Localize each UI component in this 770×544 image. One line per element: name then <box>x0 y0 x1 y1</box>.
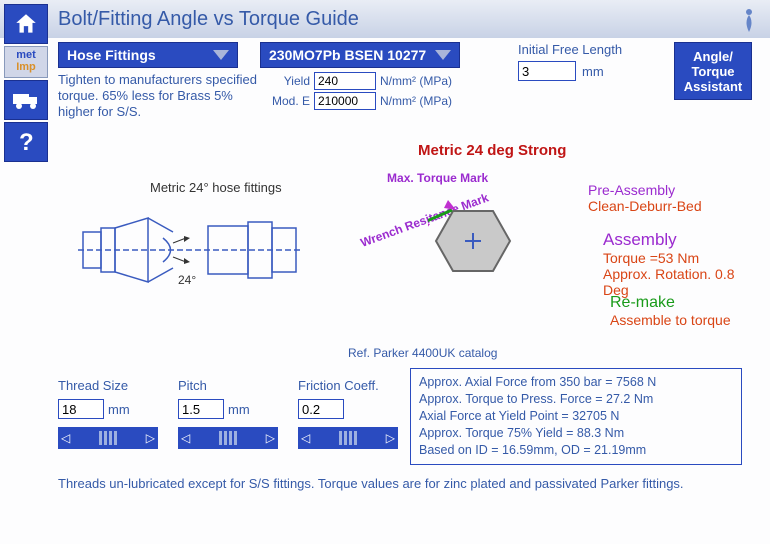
fitting-label: Metric 24° hose fittings <box>150 180 282 195</box>
thread-size-group: Thread Size mm ◁ ▷ <box>58 378 158 449</box>
thread-input[interactable] <box>58 399 104 419</box>
left-arrow-icon: ◁ <box>61 431 70 445</box>
thread-slider[interactable]: ◁ ▷ <box>58 427 158 449</box>
friction-group: Friction Coeff. ◁ ▷ <box>298 378 398 449</box>
result-line-1: Approx. Axial Force from 350 bar = 7568 … <box>419 374 733 391</box>
ifl-label: Initial Free Length <box>518 42 622 57</box>
fitting-dropdown[interactable]: Hose Fittings <box>58 42 238 68</box>
left-arrow-icon: ◁ <box>301 431 310 445</box>
angle-text: 24° <box>178 273 196 287</box>
mod-unit: N/mm² (MPa) <box>380 94 452 108</box>
right-arrow-icon: ▷ <box>146 431 155 445</box>
friction-label: Friction Coeff. <box>298 378 398 393</box>
met-label: met <box>5 49 47 61</box>
result-line-3: Axial Force at Yield Point = 32705 N <box>419 408 733 425</box>
thread-label: Thread Size <box>58 378 158 393</box>
help-button[interactable]: ? <box>4 122 48 162</box>
angle-torque-assistant-button[interactable]: Angle/ Torque Assistant <box>674 42 752 100</box>
catalog-ref: Ref. Parker 4400UK catalog <box>348 346 497 360</box>
pitch-label: Pitch <box>178 378 278 393</box>
ifl-input[interactable] <box>518 61 576 81</box>
right-arrow-icon: ▷ <box>266 431 275 445</box>
page-title: Bolt/Fitting Angle vs Torque Guide <box>58 8 359 31</box>
results-box: Approx. Axial Force from 350 bar = 7568 … <box>410 368 742 465</box>
yield-unit: N/mm² (MPa) <box>380 74 452 88</box>
yield-input[interactable] <box>314 72 376 90</box>
max-torque-label: Max. Torque Mark <box>353 172 488 185</box>
material-dropdown[interactable]: 230MO7Pb BSEN 10277 <box>260 42 460 68</box>
fitting-diagram: 24° <box>78 198 308 298</box>
friction-slider[interactable]: ◁ ▷ <box>298 427 398 449</box>
chevron-down-icon <box>435 50 451 60</box>
unit-toggle[interactable]: met Imp <box>4 46 48 78</box>
preasm-text: Clean-Deburr-Bed <box>588 198 702 214</box>
thread-unit: mm <box>108 402 130 417</box>
pitch-slider[interactable]: ◁ ▷ <box>178 427 278 449</box>
svg-text:?: ? <box>19 129 34 156</box>
header: Bolt/Fitting Angle vs Torque Guide <box>0 0 770 38</box>
imp-label: Imp <box>5 61 47 73</box>
remake-text: Assemble to torque <box>610 312 731 328</box>
asm-torque: Torque =53 Nm <box>603 250 762 266</box>
remake-block: Re-make Assemble to torque <box>610 294 731 328</box>
right-arrow-icon: ▷ <box>386 431 395 445</box>
result-line-4: Approx. Torque 75% Yield = 88.3 Nm <box>419 425 733 442</box>
main-area: Hose Fittings 230MO7Pb BSEN 10277 Tighte… <box>58 42 762 538</box>
footer-note: Threads un-lubricated except for S/S fit… <box>58 476 748 492</box>
assembly-block: Assembly Torque =53 Nm Approx. Rotation.… <box>603 230 762 298</box>
pitch-input[interactable] <box>178 399 224 419</box>
fitting-dropdown-label: Hose Fittings <box>67 47 156 63</box>
pre-assembly-block: Pre-Assembly Clean-Deburr-Bed <box>588 182 702 214</box>
home-button[interactable] <box>4 4 48 44</box>
remake-title: Re-make <box>610 294 731 312</box>
sidebar: met Imp ? <box>4 4 52 162</box>
tighten-note: Tighten to manufacturers specified torqu… <box>58 72 258 120</box>
logo-icon <box>734 4 764 34</box>
preasm-title: Pre-Assembly <box>588 182 702 198</box>
mod-label: Mod. E <box>266 94 310 108</box>
initial-free-length: Initial Free Length mm <box>518 42 622 81</box>
metric-title: Metric 24 deg Strong <box>418 142 566 159</box>
pitch-unit: mm <box>228 402 250 417</box>
yield-block: Yield N/mm² (MPa) Mod. E N/mm² (MPa) <box>266 72 452 112</box>
ifl-unit: mm <box>582 64 604 79</box>
result-line-2: Approx. Torque to Press. Force = 27.2 Nm <box>419 391 733 408</box>
left-arrow-icon: ◁ <box>181 431 190 445</box>
result-line-5: Based on ID = 16.59mm, OD = 21.19mm <box>419 442 733 459</box>
mod-input[interactable] <box>314 92 376 110</box>
yield-label: Yield <box>266 74 310 88</box>
truck-button[interactable] <box>4 80 48 120</box>
chevron-down-icon <box>213 50 229 60</box>
pitch-group: Pitch mm ◁ ▷ <box>178 378 278 449</box>
friction-input[interactable] <box>298 399 344 419</box>
asm-title: Assembly <box>603 230 762 250</box>
hex-diagram <box>428 196 518 286</box>
material-dropdown-label: 230MO7Pb BSEN 10277 <box>269 47 426 63</box>
